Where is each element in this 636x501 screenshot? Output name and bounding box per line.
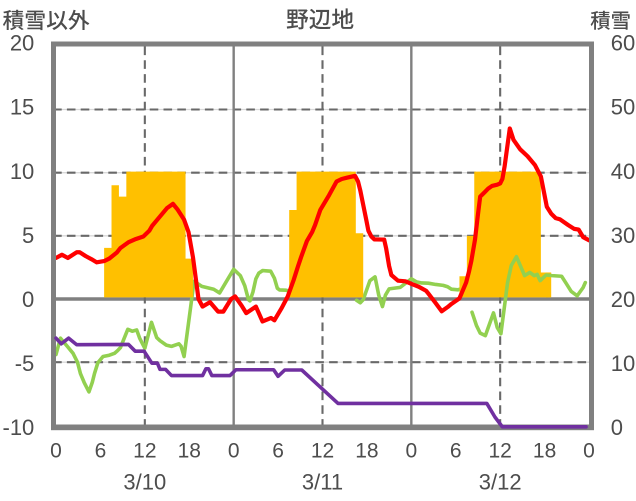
svg-text:6: 6 bbox=[272, 440, 284, 463]
svg-text:12: 12 bbox=[311, 440, 334, 463]
svg-text:5: 5 bbox=[22, 223, 34, 248]
svg-text:20: 20 bbox=[611, 287, 635, 312]
svg-text:6: 6 bbox=[450, 440, 462, 463]
svg-text:18: 18 bbox=[178, 440, 201, 463]
svg-text:50: 50 bbox=[611, 95, 635, 120]
svg-text:0: 0 bbox=[611, 415, 623, 440]
svg-text:0: 0 bbox=[228, 440, 240, 463]
svg-text:6: 6 bbox=[95, 440, 107, 463]
svg-text:0: 0 bbox=[405, 440, 417, 463]
svg-text:10: 10 bbox=[10, 159, 34, 184]
svg-text:3/11: 3/11 bbox=[302, 470, 343, 495]
svg-text:12: 12 bbox=[488, 440, 511, 463]
svg-text:3/10: 3/10 bbox=[123, 470, 166, 495]
svg-text:0: 0 bbox=[50, 440, 62, 463]
svg-text:12: 12 bbox=[133, 440, 156, 463]
svg-text:0: 0 bbox=[583, 440, 595, 463]
svg-text:60: 60 bbox=[611, 31, 635, 56]
svg-text:3/12: 3/12 bbox=[479, 470, 522, 495]
svg-text:30: 30 bbox=[611, 223, 635, 248]
svg-text:40: 40 bbox=[611, 159, 635, 184]
svg-text:18: 18 bbox=[533, 440, 556, 463]
svg-text:-10: -10 bbox=[3, 415, 35, 440]
svg-text:10: 10 bbox=[611, 351, 635, 376]
svg-text:-5: -5 bbox=[15, 351, 35, 376]
svg-text:18: 18 bbox=[355, 440, 378, 463]
svg-text:20: 20 bbox=[10, 31, 34, 56]
svg-text:0: 0 bbox=[22, 287, 34, 312]
svg-text:15: 15 bbox=[10, 95, 34, 120]
